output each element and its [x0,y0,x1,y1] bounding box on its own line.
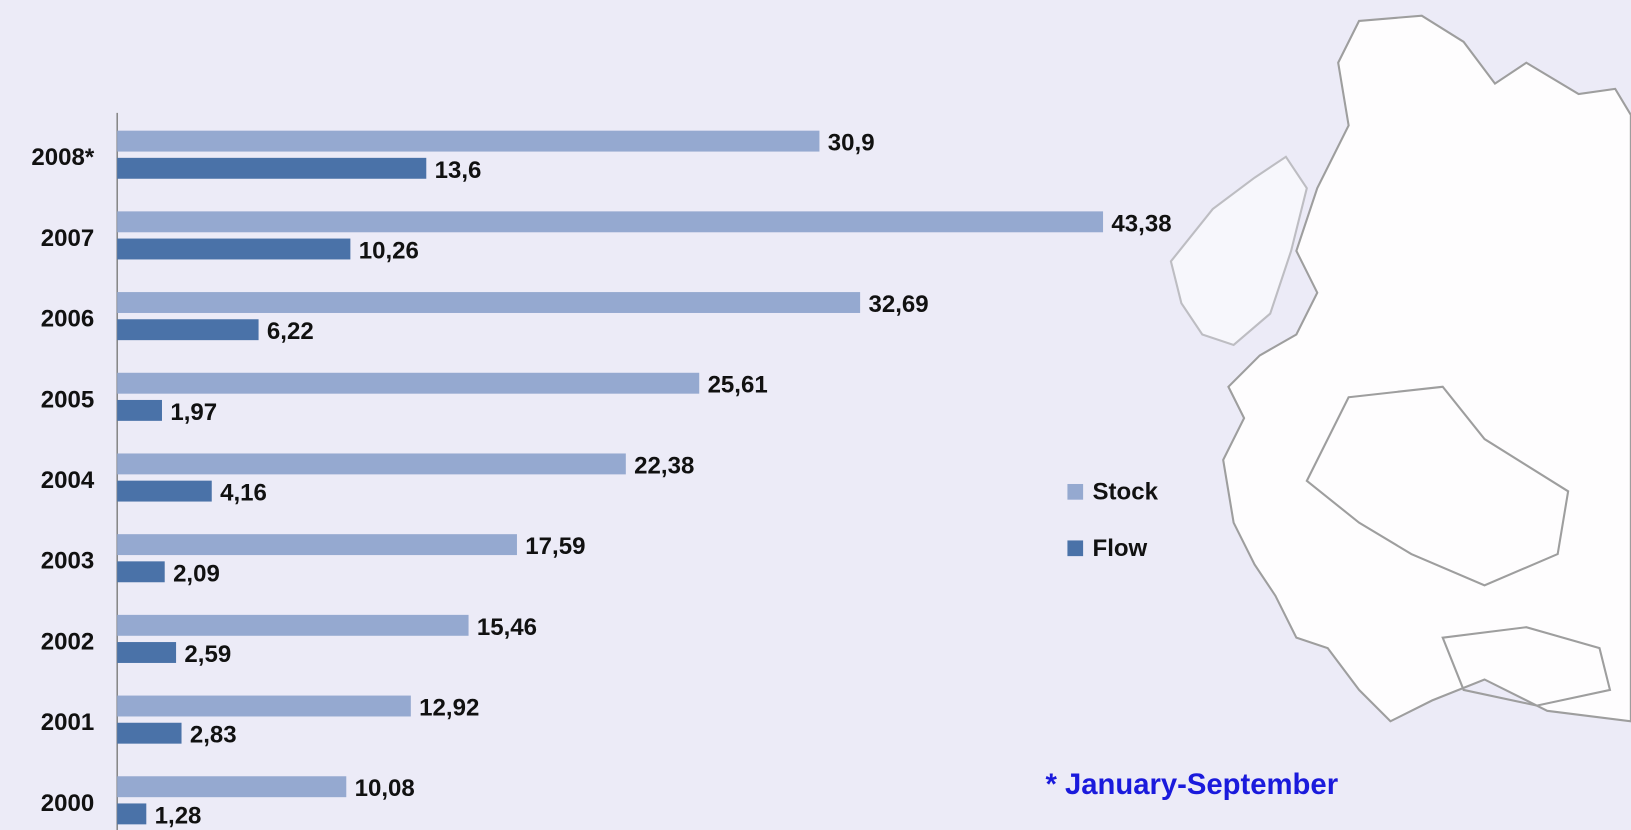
y-tick-label: 2003 [41,548,94,575]
data-label: 1,28 [155,802,202,829]
annotation: * January-September [1045,769,1338,801]
data-label: 10,26 [359,237,419,264]
bar [117,157,427,179]
map-background [1169,14,1631,723]
bar [117,803,147,825]
bar [117,534,517,556]
data-label: 13,6 [435,157,482,184]
data-label: 22,38 [634,452,694,479]
bar [117,372,700,394]
data-label: 25,61 [708,372,768,399]
y-tick-label: 2004 [41,467,95,494]
data-label: 32,69 [868,291,928,318]
bar [117,292,861,313]
data-label: 10,08 [355,775,415,802]
bar [117,453,626,475]
bar [117,561,165,583]
bar [117,695,411,717]
y-tick-label: 2002 [41,628,94,655]
y-tick-label: 2007 [41,225,94,252]
data-label: 17,59 [525,533,585,560]
y-tick-label: 2006 [41,306,94,333]
bar [117,722,182,744]
data-label: 2,83 [190,722,237,749]
y-tick-label: 2008* [31,144,94,171]
data-label: 30,9 [828,130,875,157]
bar [117,238,351,260]
data-label: 15,46 [477,614,537,641]
legend-label: Flow [1093,535,1148,562]
legend-label: Stock [1093,479,1159,506]
bar [117,614,469,636]
data-label: 2,59 [184,641,231,668]
data-label: 2,09 [173,560,220,587]
bar [117,211,1104,233]
bar [117,130,820,152]
bar [117,480,212,502]
y-tick-label: 2000 [41,790,94,817]
data-label: 43,38 [1111,210,1171,237]
data-label: 6,22 [267,318,314,345]
bar [117,776,347,798]
data-label: 12,92 [419,695,479,722]
y-tick-label: 2005 [41,386,94,413]
bar [117,642,177,663]
legend-swatch [1067,483,1084,500]
y-tick-label: 2001 [41,709,94,736]
bar [117,319,259,341]
legend-swatch [1067,540,1084,557]
data-label: 1,97 [170,399,217,426]
data-label: 4,16 [220,480,267,507]
bar [117,399,162,421]
